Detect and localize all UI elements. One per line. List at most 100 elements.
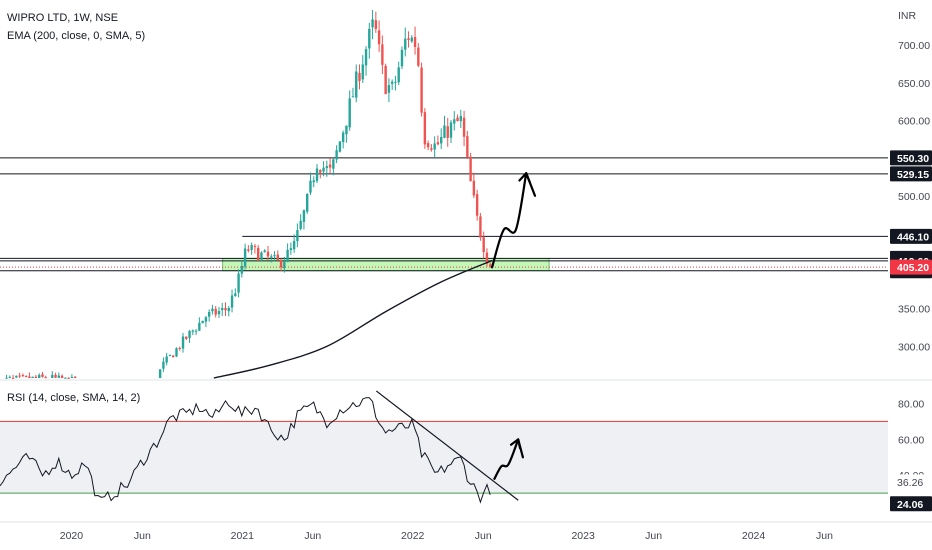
candle-body [302, 210, 306, 222]
candle-body [230, 295, 234, 308]
candle-body [204, 317, 208, 322]
rsi-axis-tags: 36.26 24.06 [890, 474, 932, 512]
candle-body [296, 230, 299, 242]
rsi-projection-arrowhead [509, 438, 522, 450]
rsi-trendline[interactable] [375, 390, 519, 501]
candle-body [348, 98, 351, 128]
candle-body [243, 248, 247, 267]
rsi-legend[interactable]: RSI (14, close, SMA, 14, 2) [7, 392, 140, 404]
candle-body [456, 117, 459, 122]
candle-body [368, 28, 371, 49]
candle-body [217, 310, 221, 315]
candles [5, 10, 492, 379]
candle-body [41, 374, 44, 377]
price-pane[interactable]: WIPRO LTD, 1W, NSE EMA (200, close, 0, S… [0, 0, 932, 379]
candle-body [31, 376, 34, 378]
candle-body [433, 143, 436, 150]
candle-body [283, 261, 286, 269]
symbol-legend[interactable]: WIPRO LTD, 1W, NSE [7, 12, 118, 24]
candle-body [165, 356, 168, 363]
candle-body [397, 67, 400, 83]
time-tick-label: Jun [475, 530, 492, 542]
price-tick-label: 700.00 [898, 40, 930, 52]
level-price-tag: 550.30 [897, 153, 929, 165]
candle-body [70, 376, 74, 378]
candle-body [413, 36, 417, 47]
candle-body [423, 112, 427, 145]
ema-legend[interactable]: EMA (200, close, 0, SMA, 5) [7, 30, 145, 42]
candle-body [54, 374, 57, 378]
candle-body [18, 375, 21, 377]
level-price-tag-bg [890, 228, 932, 244]
candle-body [214, 308, 217, 315]
candle-body [28, 376, 31, 378]
candle-body [240, 265, 244, 274]
candle-body [332, 159, 335, 169]
candle-body [247, 249, 250, 251]
ema-line [213, 259, 493, 379]
candle-body [168, 354, 172, 356]
candle-body [299, 220, 302, 229]
candle-body [387, 85, 391, 93]
candle-body [73, 376, 77, 378]
candle-body [260, 252, 263, 260]
time-tick-label: 2021 [231, 530, 255, 542]
candle-body [207, 311, 211, 317]
candle-body [270, 256, 273, 258]
candle-body [475, 194, 479, 216]
candle-body [224, 307, 227, 311]
candle-body [234, 293, 237, 297]
candle-body [345, 125, 348, 135]
candle-body [355, 71, 358, 98]
rsi-pane[interactable]: RSI (14, close, SMA, 14, 2) 80.0060.0040… [0, 390, 932, 512]
time-tick-label: Jun [816, 530, 833, 542]
candle-body [485, 252, 489, 264]
candle-body [315, 168, 319, 182]
candle-body [266, 251, 270, 257]
candle-body [482, 237, 485, 253]
candle-body [253, 246, 257, 248]
current-price-tag: 405.20 [897, 262, 929, 274]
candle-body [371, 19, 374, 28]
candle-body [57, 375, 61, 378]
candle-body [191, 330, 195, 332]
candle-body [11, 377, 15, 379]
candle-body [250, 245, 253, 250]
rsi-tick-label: 80.00 [898, 399, 924, 411]
time-axis-ticks[interactable]: 2020 Jun 2021 Jun 2022 Jun 2023 Jun 2024 Jun [60, 530, 833, 542]
candle-body [175, 348, 178, 357]
candle-body [489, 264, 492, 268]
candle-body [453, 119, 456, 124]
level-price-tag: 446.10 [897, 231, 929, 243]
candle-body [351, 96, 355, 98]
price-projection-arrow[interactable] [491, 172, 537, 269]
candle-body [34, 376, 38, 378]
candle-body [279, 259, 283, 268]
candle-body [256, 247, 260, 261]
price-tick-label: 500.00 [898, 191, 930, 203]
candle-body [338, 141, 342, 152]
rsi-tick-label: 60.00 [898, 434, 924, 446]
rsi-projection-arrow[interactable] [493, 438, 524, 480]
candle-body [227, 308, 230, 312]
rsi-band-background [0, 421, 888, 494]
candle-body [407, 38, 410, 40]
candle-body [309, 180, 312, 193]
candle-body [185, 336, 188, 339]
candle-body [394, 81, 397, 83]
candle-body [194, 330, 198, 332]
candle-body [221, 307, 224, 311]
candle-body [358, 72, 361, 81]
time-tick-label: 2022 [401, 530, 425, 542]
candle-body [237, 273, 240, 293]
candle-body [364, 49, 368, 66]
candle-body [420, 67, 423, 113]
time-tick-label: 2023 [571, 530, 595, 542]
candle-body [377, 30, 381, 45]
candle-body [361, 64, 364, 80]
candle-body [306, 193, 309, 212]
candle-body [312, 180, 315, 183]
currency-label: INR [898, 10, 917, 22]
